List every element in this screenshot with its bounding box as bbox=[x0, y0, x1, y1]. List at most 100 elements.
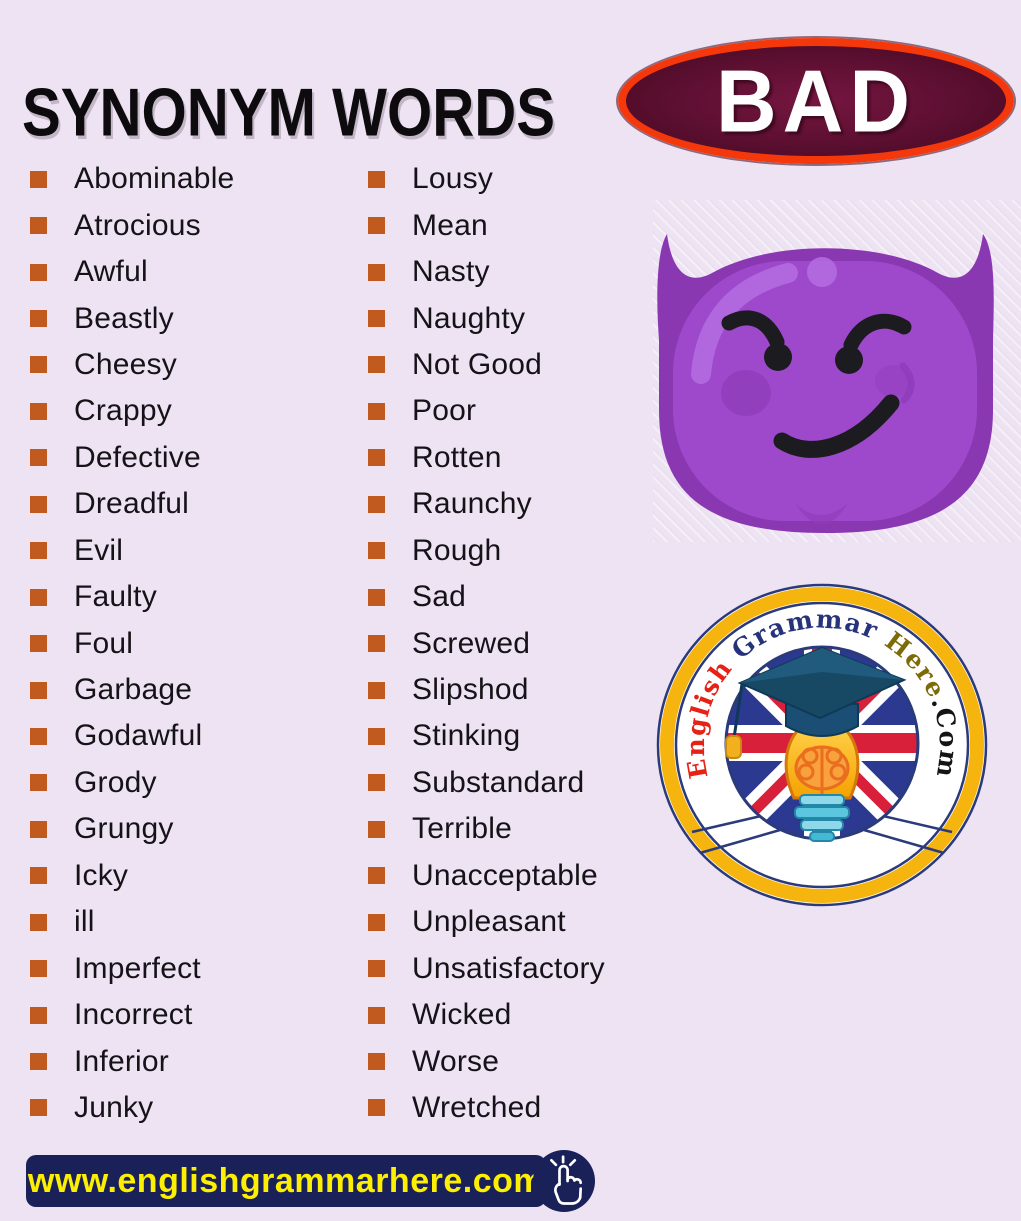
square-bullet-icon bbox=[368, 1053, 385, 1071]
square-bullet-icon bbox=[368, 217, 385, 235]
list-item: Naughty bbox=[368, 295, 698, 341]
word-label: Lousy bbox=[412, 162, 494, 196]
square-bullet-icon bbox=[368, 774, 385, 792]
word-label: Beastly bbox=[74, 301, 174, 335]
list-item: Abominable bbox=[30, 156, 360, 202]
logo-inner-ring-line bbox=[674, 601, 970, 889]
list-item: Crappy bbox=[30, 388, 360, 434]
smirk-mouth bbox=[773, 394, 900, 458]
square-bullet-icon bbox=[30, 217, 47, 235]
word-label: Atrocious bbox=[74, 208, 201, 242]
word-label: Slipshod bbox=[412, 673, 529, 707]
bad-badge: BAD bbox=[618, 38, 1014, 164]
square-bullet-icon bbox=[368, 263, 385, 281]
square-bullet-icon bbox=[30, 820, 47, 838]
list-item: Rotten bbox=[368, 435, 698, 481]
list-item: Unpleasant bbox=[368, 899, 698, 945]
square-bullet-icon bbox=[368, 820, 385, 838]
word-label: Grungy bbox=[74, 812, 174, 846]
word-label: Grody bbox=[74, 765, 157, 799]
square-bullet-icon bbox=[30, 774, 47, 792]
square-bullet-icon bbox=[368, 960, 385, 978]
word-label: Terrible bbox=[412, 812, 512, 846]
word-label: Wretched bbox=[412, 1090, 542, 1124]
website-url-bar[interactable]: www.englishgrammarhere.com bbox=[26, 1155, 546, 1207]
square-bullet-icon bbox=[30, 1099, 47, 1117]
word-label: Substandard bbox=[412, 765, 585, 799]
word-label: Stinking bbox=[412, 719, 521, 753]
list-item: Sad bbox=[368, 574, 698, 620]
square-bullet-icon bbox=[368, 1099, 385, 1117]
square-bullet-icon bbox=[368, 1006, 385, 1024]
word-label: Poor bbox=[412, 394, 477, 428]
devil-face bbox=[673, 261, 977, 521]
word-label: Faulty bbox=[74, 580, 157, 614]
word-label: Crappy bbox=[74, 394, 172, 428]
square-bullet-icon bbox=[30, 263, 47, 281]
list-item: Garbage bbox=[30, 667, 360, 713]
list-item: Defective bbox=[30, 435, 360, 481]
list-item: Evil bbox=[30, 528, 360, 574]
list-item: Inferior bbox=[30, 1038, 360, 1084]
square-bullet-icon bbox=[30, 867, 47, 885]
graduation-cap-icon bbox=[725, 646, 907, 759]
list-item: Godawful bbox=[30, 713, 360, 759]
word-label: Imperfect bbox=[74, 951, 201, 985]
word-label: ill bbox=[74, 905, 95, 939]
list-item: Worse bbox=[368, 1038, 698, 1084]
square-bullet-icon bbox=[30, 960, 47, 978]
square-bullet-icon bbox=[30, 170, 47, 188]
square-bullet-icon bbox=[30, 402, 47, 420]
list-item: Dreadful bbox=[30, 481, 360, 527]
list-item: Raunchy bbox=[368, 481, 698, 527]
square-bullet-icon bbox=[368, 449, 385, 467]
list-item: Imperfect bbox=[30, 945, 360, 991]
word-label: Unsatisfactory bbox=[412, 951, 605, 985]
word-label: Inferior bbox=[74, 1044, 169, 1078]
list-item: Nasty bbox=[368, 249, 698, 295]
list-item: Unsatisfactory bbox=[368, 945, 698, 991]
word-label: Awful bbox=[74, 255, 148, 289]
word-label: Defective bbox=[74, 440, 201, 474]
word-label: Nasty bbox=[412, 255, 490, 289]
square-bullet-icon bbox=[30, 681, 47, 699]
list-item: Faulty bbox=[30, 574, 360, 620]
square-bullet-icon bbox=[30, 635, 47, 653]
smirking-devil-emoji bbox=[657, 234, 994, 533]
word-label: Abominable bbox=[74, 162, 235, 196]
left-blush bbox=[721, 370, 771, 416]
square-bullet-icon bbox=[368, 495, 385, 513]
square-bullet-icon bbox=[368, 542, 385, 560]
square-bullet-icon bbox=[30, 542, 47, 560]
english-grammar-here-logo: English Grammar Here.Com bbox=[656, 583, 988, 907]
square-bullet-icon bbox=[30, 913, 47, 931]
list-item: ill bbox=[30, 899, 360, 945]
click-hand-button[interactable] bbox=[533, 1150, 595, 1212]
list-item: Wicked bbox=[368, 992, 698, 1038]
word-label: Cheesy bbox=[74, 347, 177, 381]
word-label: Worse bbox=[412, 1044, 500, 1078]
list-item: Icky bbox=[30, 853, 360, 899]
square-bullet-icon bbox=[368, 913, 385, 931]
square-bullet-icon bbox=[368, 310, 385, 328]
square-bullet-icon bbox=[30, 495, 47, 513]
website-url[interactable]: www.englishgrammarhere.com bbox=[27, 1161, 545, 1200]
word-label: Incorrect bbox=[74, 998, 193, 1032]
word-list-right: Lousy Mean Nasty Naughty Not Good bbox=[368, 156, 698, 1131]
word-label: Sad bbox=[412, 580, 466, 614]
chin-shade bbox=[795, 503, 848, 525]
list-item: Beastly bbox=[30, 295, 360, 341]
square-bullet-icon bbox=[368, 356, 385, 374]
word-list-left: Abominable Atrocious Awful Beastly Chees… bbox=[30, 156, 360, 1131]
square-bullet-icon bbox=[368, 635, 385, 653]
word-label: Naughty bbox=[412, 301, 526, 335]
page-title: SYNONYM WORDS bbox=[22, 75, 555, 151]
square-bullet-icon bbox=[30, 588, 47, 606]
list-item: Grungy bbox=[30, 806, 360, 852]
logo-gold-ring bbox=[660, 587, 984, 903]
list-item: Mean bbox=[368, 202, 698, 248]
square-bullet-icon bbox=[30, 1006, 47, 1024]
list-item: Junky bbox=[30, 1085, 360, 1131]
list-item: Atrocious bbox=[30, 202, 360, 248]
